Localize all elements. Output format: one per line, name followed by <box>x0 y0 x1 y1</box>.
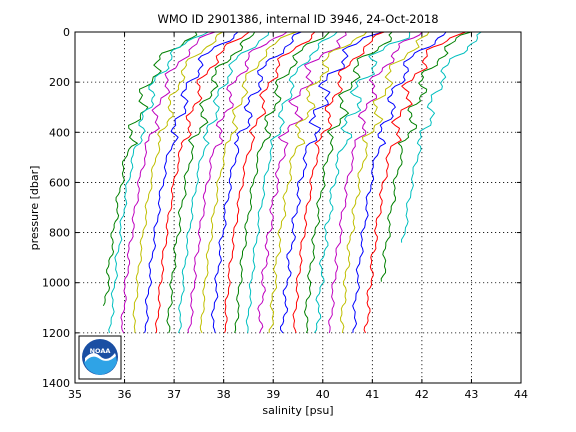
profile-line <box>166 31 256 334</box>
profile-line <box>257 31 347 334</box>
profile-line <box>328 31 423 333</box>
noaa-logo: NOAA <box>78 335 122 380</box>
x-tick-label: 38 <box>217 388 231 401</box>
profile-line <box>144 31 239 334</box>
profile-line <box>234 31 330 334</box>
y-tick-label: 800 <box>49 227 70 240</box>
profile-line <box>199 31 297 334</box>
profile-line <box>120 31 216 334</box>
x-tick-labels: 35 36 37 38 39 40 41 42 43 44 <box>68 388 528 401</box>
x-tick-label: 41 <box>365 388 379 401</box>
profile-line <box>187 31 288 333</box>
profile-line <box>340 31 430 333</box>
profile-line <box>102 31 198 307</box>
profile-line <box>224 31 316 334</box>
profile-line <box>292 31 385 334</box>
profile-line <box>210 31 302 334</box>
profile-line <box>268 31 367 333</box>
profile-line <box>280 31 384 334</box>
profile-line <box>304 31 393 334</box>
profile-line <box>352 31 447 333</box>
profile-line <box>363 31 466 334</box>
profile-line <box>178 31 270 334</box>
plot-frame <box>74 31 522 384</box>
y-tick-label: 1000 <box>42 277 70 290</box>
profile-line <box>313 32 411 334</box>
logo-text: NOAA <box>90 347 111 355</box>
profile-line <box>245 31 338 333</box>
x-tick-label: 42 <box>415 388 429 401</box>
chart-title: WMO ID 2901386, internal ID 3946, 24-Oct… <box>157 12 438 26</box>
x-tick-label: 36 <box>118 388 132 401</box>
logo-gull <box>85 352 116 362</box>
y-tick-labels: 0 200 400 600 800 1000 1200 1400 <box>42 26 70 390</box>
profile-line <box>132 31 224 333</box>
axis-ticks <box>74 31 522 384</box>
y-tick-label: 0 <box>63 26 70 39</box>
y-tick-label: 600 <box>49 176 70 189</box>
y-tick-label: 400 <box>49 126 70 139</box>
y-tick-label: 1400 <box>42 377 70 390</box>
x-tick-label: 35 <box>68 388 82 401</box>
profile-line <box>155 31 250 333</box>
profile-line <box>401 31 482 243</box>
y-tick-label: 200 <box>49 76 70 89</box>
x-tick-label: 39 <box>266 388 280 401</box>
x-tick-label: 40 <box>316 388 330 401</box>
profile-line <box>380 31 472 282</box>
profile-line <box>108 31 209 334</box>
y-axis-label: pressure [dbar] <box>28 166 41 251</box>
x-tick-label: 43 <box>464 388 478 401</box>
plot-area <box>75 32 521 383</box>
x-tick-label: 37 <box>167 388 181 401</box>
x-axis-label: salinity [psu] <box>262 404 333 417</box>
x-tick-label: 44 <box>514 388 528 401</box>
y-tick-label: 1200 <box>42 327 70 340</box>
profile-series <box>102 31 482 334</box>
